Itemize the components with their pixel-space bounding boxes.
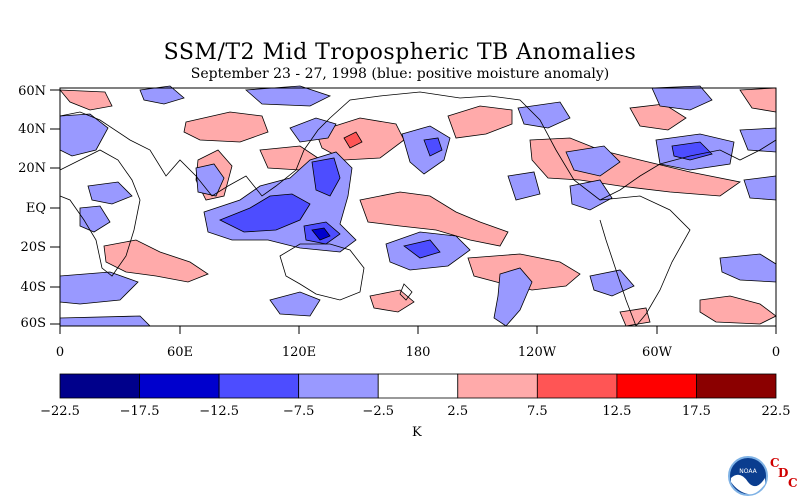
lon-label: 0 xyxy=(56,345,64,360)
negative-anomaly-patch xyxy=(87,181,133,205)
colorbar-unit: K xyxy=(412,425,422,440)
negative-anomaly-patch xyxy=(651,85,713,111)
lat-label: 60S xyxy=(21,316,46,331)
negative-anomaly-patch xyxy=(589,269,635,297)
negative-anomaly-patch xyxy=(401,125,451,175)
south-america-coastline xyxy=(599,195,691,327)
colorbar-tick-label: −17.5 xyxy=(120,404,160,419)
lon-label: 0 xyxy=(772,345,780,360)
positive-anomaly-patch xyxy=(739,87,777,113)
colorbar-swatch xyxy=(59,373,140,399)
africa-coastline xyxy=(59,149,141,277)
negative-anomaly-patch xyxy=(743,175,777,201)
lon-label: 180 xyxy=(406,345,431,360)
negative-anomaly-patch xyxy=(517,101,571,129)
lon-label: 120W xyxy=(518,345,557,360)
negative-anomaly-patch xyxy=(219,193,311,233)
colorbar-swatch xyxy=(457,373,538,399)
negative-anomaly-patch xyxy=(569,179,613,211)
latitude-labels: 60N 40N 20N EQ 20S 40S 60S xyxy=(18,84,46,331)
colorbar-swatch xyxy=(696,373,777,399)
colorbar-tick-label: −2.5 xyxy=(362,404,394,419)
lat-label: EQ xyxy=(26,201,46,216)
negative-anomaly-patch xyxy=(493,267,533,327)
lat-label: 40S xyxy=(21,280,46,295)
negative-anomaly-patch xyxy=(565,145,621,177)
longitude-labels: 0 60E 120E 180 120W 60W 0 xyxy=(56,345,780,360)
negative-anomaly-patch xyxy=(195,163,225,197)
positive-anomaly-patch xyxy=(619,307,651,327)
lat-label: 20N xyxy=(18,161,46,176)
latitude-ticks xyxy=(50,89,60,325)
eurasia-coastline xyxy=(59,91,491,197)
negative-anomaly-patch xyxy=(79,205,111,233)
colorbar-swatch xyxy=(616,373,697,399)
negative-anomaly-patch xyxy=(719,253,777,283)
colorbar-tick-label: 7.5 xyxy=(527,404,548,419)
positive-anomaly-patch xyxy=(359,191,509,247)
negative-anomaly-patch xyxy=(403,239,441,259)
map-title: SSM/T2 Mid Tropospheric TB Anomalies xyxy=(163,40,637,65)
negative-anomaly-patch xyxy=(59,315,151,327)
longitude-ticks xyxy=(59,326,777,334)
positive-anomaly-patch xyxy=(467,253,581,291)
positive-anomaly-patch xyxy=(629,103,687,131)
colorbar-swatch xyxy=(218,373,300,399)
colorbar-tick-label: −22.5 xyxy=(40,404,80,419)
positive-anomaly-patch xyxy=(343,131,363,149)
noaa-seal-lettering: NOAA xyxy=(739,468,757,475)
colorbar-tick-label: −7.5 xyxy=(283,404,315,419)
colorbar-swatch xyxy=(139,373,220,399)
negative-anomaly-patch xyxy=(507,171,541,201)
map-plot-area xyxy=(59,85,777,327)
positive-anomaly-patch xyxy=(183,111,269,143)
lon-label: 60E xyxy=(167,345,193,360)
cdc-letter: C xyxy=(770,456,780,470)
positive-anomaly-patch xyxy=(59,89,113,111)
negative-anomaly-patch xyxy=(423,137,443,157)
negative-anomaly-patch xyxy=(245,85,332,107)
australia-coastline xyxy=(279,243,365,301)
negative-anomaly-patch xyxy=(311,157,341,197)
colorbar-tick-label: 12.5 xyxy=(602,404,631,419)
lat-label: 60N xyxy=(18,84,46,99)
colorbar-tick-labels: −22.5 −17.5 −12.5 −7.5 −2.5 2.5 7.5 12.5 17.5 22.… xyxy=(40,404,790,419)
positive-anomaly-patch xyxy=(103,239,209,283)
positive-anomaly-patch xyxy=(447,105,513,139)
colorbar-tick-label: −12.5 xyxy=(199,404,239,419)
north-america-coastline xyxy=(489,95,777,201)
negative-anomaly-patch xyxy=(59,271,139,305)
cdc-letter: C xyxy=(788,476,798,490)
negative-anomaly-patch xyxy=(269,291,321,317)
negative-anomaly-patch xyxy=(739,127,777,153)
colorbar-tick-label: 17.5 xyxy=(682,404,711,419)
negative-anomaly-patch xyxy=(139,85,185,105)
noaa-seal-icon: NOAA xyxy=(728,456,768,496)
colorbar-tick-label: 2.5 xyxy=(447,404,468,419)
lon-label: 60W xyxy=(642,345,673,360)
colorbar-swatch xyxy=(536,373,618,399)
new-zealand-coastline xyxy=(399,283,413,301)
colorbar xyxy=(59,373,777,399)
coastlines xyxy=(59,91,777,327)
anomaly-patches xyxy=(59,85,777,327)
colorbar-tick-label: 22.5 xyxy=(762,404,791,419)
negative-anomaly-patch xyxy=(311,227,331,241)
colorbar-swatch xyxy=(298,373,379,399)
negative-anomaly-patch xyxy=(671,141,713,161)
positive-anomaly-patch xyxy=(699,295,777,325)
lat-label: 20S xyxy=(21,240,46,255)
lon-label: 120E xyxy=(282,345,316,360)
colorbar-swatch xyxy=(377,373,459,399)
lat-label: 40N xyxy=(18,122,46,137)
map-subtitle: September 23 - 27, 1998 (blue: positive … xyxy=(190,66,610,82)
positive-anomaly-patch xyxy=(369,289,415,313)
noaa-logo: NOAA C D C xyxy=(728,452,798,502)
cdc-letter: D xyxy=(778,466,789,480)
